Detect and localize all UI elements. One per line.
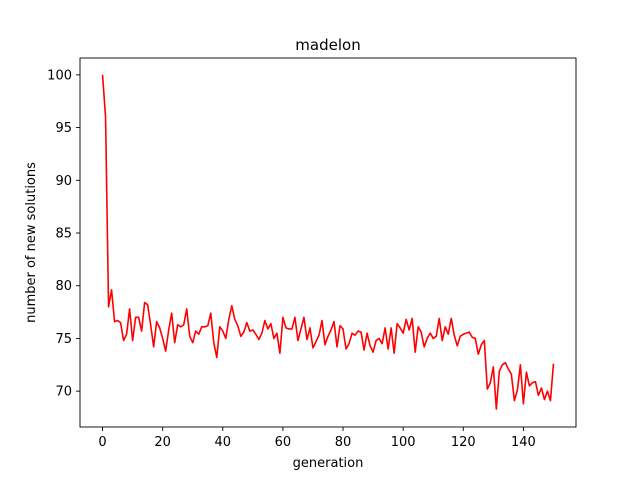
- x-axis-ticks: 0 20 40 60 80 100 120 140: [98, 427, 536, 450]
- x-tick-label: 40: [215, 435, 232, 450]
- x-axis-label: generation: [293, 456, 364, 471]
- x-tick-label: 60: [275, 435, 292, 450]
- y-tick-label: 70: [55, 385, 72, 400]
- series-line: [101, 74, 555, 410]
- x-tick-label: 140: [511, 435, 536, 450]
- y-tick-label: 90: [55, 174, 72, 189]
- x-tick-label: 120: [451, 435, 476, 450]
- x-tick-label: 80: [335, 435, 352, 450]
- y-tick-label: 85: [55, 227, 72, 242]
- y-tick-label: 95: [55, 121, 72, 136]
- y-tick-label: 80: [55, 279, 72, 294]
- chart-title: madelon: [295, 36, 360, 54]
- y-tick-label: 100: [47, 68, 72, 83]
- y-axis-label: number of new solutions: [24, 162, 39, 323]
- y-tick-label: 75: [55, 332, 72, 347]
- x-tick-label: 0: [98, 435, 106, 450]
- axes-frame: [79, 57, 577, 428]
- x-tick-label: 100: [391, 435, 416, 450]
- y-axis-ticks: 70 75 80 85 90 95 100: [47, 68, 80, 400]
- x-tick-label: 20: [154, 435, 171, 450]
